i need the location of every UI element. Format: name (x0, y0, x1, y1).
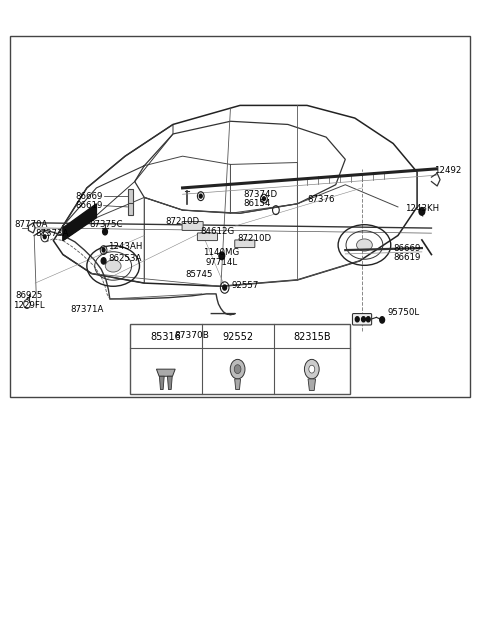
FancyBboxPatch shape (130, 324, 350, 394)
Circle shape (309, 365, 315, 373)
Circle shape (263, 197, 265, 200)
Polygon shape (159, 377, 164, 390)
Text: 92552: 92552 (222, 332, 253, 342)
Circle shape (380, 317, 384, 323)
Circle shape (304, 359, 319, 379)
Text: 1243KH: 1243KH (405, 204, 439, 213)
Text: 86154: 86154 (244, 199, 271, 208)
Text: 86253A: 86253A (108, 254, 142, 263)
Circle shape (366, 317, 370, 322)
Text: 87374D: 87374D (244, 190, 278, 199)
Text: 86619: 86619 (75, 201, 102, 210)
Circle shape (101, 258, 106, 264)
Text: 87210D: 87210D (237, 234, 271, 243)
Text: 12492: 12492 (434, 166, 461, 176)
Circle shape (419, 207, 425, 215)
Circle shape (103, 228, 108, 235)
Ellipse shape (105, 260, 121, 272)
Text: 87373A: 87373A (35, 229, 69, 238)
Text: 86925: 86925 (15, 291, 42, 300)
Polygon shape (63, 204, 96, 240)
FancyBboxPatch shape (197, 233, 217, 240)
Text: 1140MG: 1140MG (203, 248, 239, 257)
Polygon shape (308, 379, 315, 391)
FancyBboxPatch shape (182, 221, 203, 230)
Circle shape (361, 317, 365, 322)
Polygon shape (168, 377, 172, 390)
Text: 1243AH: 1243AH (108, 242, 143, 251)
Circle shape (234, 364, 241, 373)
Text: 87376: 87376 (307, 195, 335, 204)
Circle shape (223, 285, 227, 290)
FancyBboxPatch shape (235, 240, 255, 247)
Text: 86619: 86619 (393, 253, 420, 262)
Text: 87371A: 87371A (70, 305, 104, 314)
Circle shape (230, 359, 245, 379)
Text: 86669: 86669 (393, 244, 420, 252)
Text: 92557: 92557 (231, 281, 259, 290)
FancyBboxPatch shape (129, 202, 133, 215)
Text: 86669: 86669 (75, 191, 102, 200)
Circle shape (219, 252, 225, 259)
Text: 87210D: 87210D (166, 217, 200, 226)
Text: 85745: 85745 (185, 270, 213, 279)
Text: 82315B: 82315B (293, 332, 331, 342)
Polygon shape (235, 379, 240, 390)
Text: 97714L: 97714L (205, 258, 238, 267)
Text: 95750L: 95750L (387, 308, 420, 317)
Text: 87370B: 87370B (175, 331, 210, 340)
Text: 1229FL: 1229FL (12, 301, 44, 310)
Circle shape (355, 317, 359, 322)
Text: 87375C: 87375C (89, 220, 123, 229)
Text: 84612G: 84612G (200, 226, 235, 235)
Ellipse shape (357, 239, 372, 251)
Text: 85316: 85316 (150, 332, 181, 342)
FancyBboxPatch shape (352, 314, 372, 325)
Text: 87770A: 87770A (14, 219, 48, 228)
Circle shape (102, 248, 105, 252)
Circle shape (199, 194, 202, 198)
FancyBboxPatch shape (129, 188, 133, 204)
FancyBboxPatch shape (10, 36, 470, 397)
Circle shape (43, 235, 46, 238)
Polygon shape (156, 369, 175, 377)
